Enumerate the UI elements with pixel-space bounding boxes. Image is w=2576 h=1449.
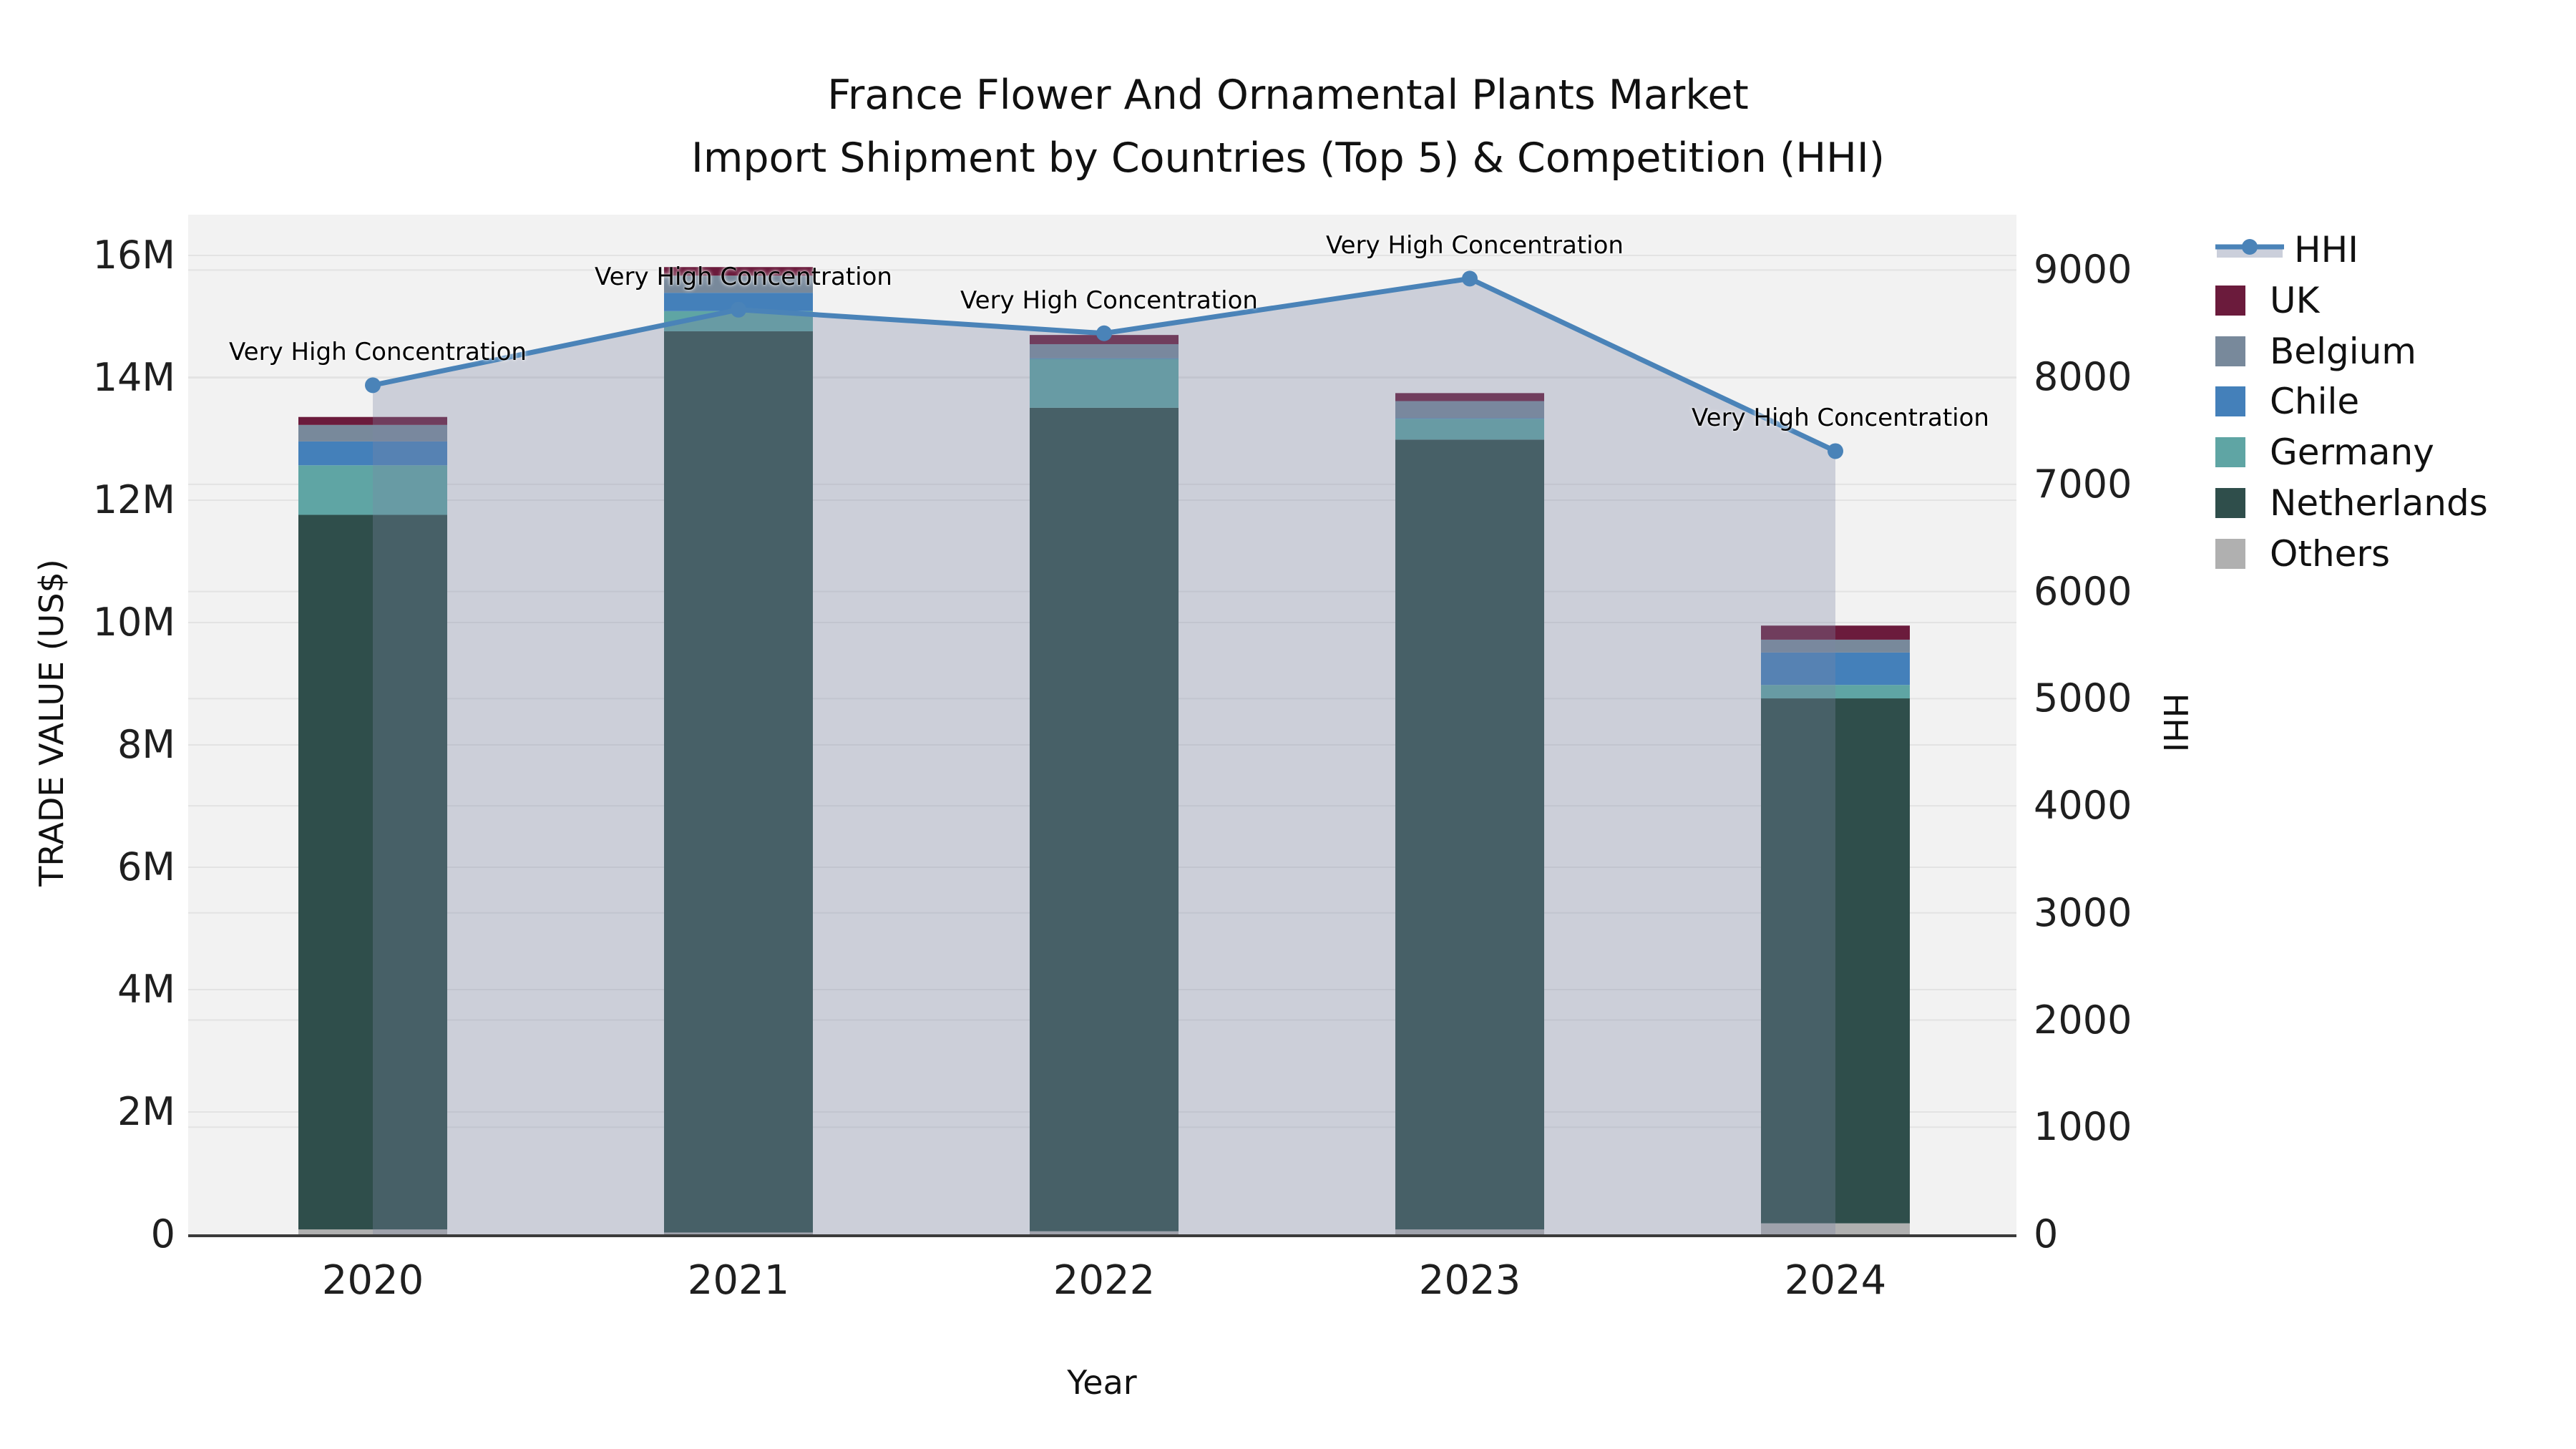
bar-segment-netherlands-2024[interactable] <box>1761 698 1910 1224</box>
x-tick-2020: 2020 <box>321 1257 424 1304</box>
legend-label-netherlands: Netherlands <box>2270 482 2488 524</box>
y-right-tick-4000: 4000 <box>2034 783 2132 829</box>
belgium-swatch-icon <box>2215 336 2245 366</box>
x-tick-2024: 2024 <box>1784 1257 1887 1304</box>
y-left-tick-8M: 8M <box>117 722 175 767</box>
legend-label-germany: Germany <box>2270 431 2434 474</box>
legend-item-uk[interactable]: UK <box>2215 275 2319 326</box>
y-left-tick-4M: 4M <box>117 967 175 1012</box>
hhi-marker-2020[interactable] <box>365 377 381 394</box>
y-right-tick-0: 0 <box>2034 1211 2059 1257</box>
y-left-tick-10M: 10M <box>92 600 175 645</box>
annotation-2022: Very High Concentration <box>960 286 1258 315</box>
hhi-area <box>373 278 1835 1234</box>
legend-label-belgium: Belgium <box>2270 330 2416 372</box>
y-right-tick-6000: 6000 <box>2034 568 2132 614</box>
y-right-tick-1000: 1000 <box>2034 1104 2132 1150</box>
hhi-line-legend-icon <box>2215 235 2287 265</box>
hhi-marker-2023[interactable] <box>1462 270 1478 287</box>
annotation-2021: Very High Concentration <box>595 262 892 291</box>
bar-segment-uk-2023[interactable] <box>1395 393 1544 401</box>
legend-item-hhi[interactable]: HHI <box>2215 225 2358 275</box>
bar-segment-germany-2020[interactable] <box>298 465 447 515</box>
legend-label-hhi: HHI <box>2294 229 2358 270</box>
y-right-tick-5000: 5000 <box>2034 675 2132 721</box>
x-axis-title: Year <box>1067 1363 1137 1402</box>
bar-segment-netherlands-2023[interactable] <box>1395 439 1544 1230</box>
bar-segment-others-2024[interactable] <box>1761 1223 1910 1234</box>
y-left-tick-12M: 12M <box>92 477 175 522</box>
bar-segment-others-2022[interactable] <box>1030 1231 1179 1234</box>
y-right-tick-3000: 3000 <box>2034 889 2132 935</box>
uk-swatch-icon <box>2215 285 2245 316</box>
bar-segment-belgium-2024[interactable] <box>1761 639 1910 653</box>
x-tick-2021: 2021 <box>687 1257 790 1304</box>
legend-label-others: Others <box>2270 532 2391 575</box>
hhi-marker-2021[interactable] <box>731 301 746 318</box>
chart-title-line1: France Flower And Ornamental Plants Mark… <box>827 72 1749 119</box>
bar-segment-netherlands-2022[interactable] <box>1030 407 1179 1231</box>
bar-segment-others-2021[interactable] <box>664 1232 813 1234</box>
bar-segment-germany-2024[interactable] <box>1761 685 1910 699</box>
y-left-tick-2M: 2M <box>117 1089 175 1134</box>
bar-segment-chile-2020[interactable] <box>298 441 447 466</box>
y-right-tick-2000: 2000 <box>2034 997 2132 1043</box>
legend-item-belgium[interactable]: Belgium <box>2215 326 2416 376</box>
bar-segment-netherlands-2020[interactable] <box>298 514 447 1230</box>
chart-title-line2: Import Shipment by Countries (Top 5) & C… <box>691 135 1885 182</box>
legend-label-uk: UK <box>2270 279 2320 321</box>
hhi-marker-2024[interactable] <box>1828 443 1843 459</box>
bar-segment-belgium-2023[interactable] <box>1395 401 1544 419</box>
bar-segment-chile-2023[interactable] <box>1395 418 1544 419</box>
y-right-tick-8000: 8000 <box>2034 354 2132 400</box>
bar-segment-chile-2024[interactable] <box>1761 652 1910 686</box>
legend-item-netherlands[interactable]: Netherlands <box>2215 478 2488 528</box>
legend-item-others[interactable]: Others <box>2215 529 2390 579</box>
x-tick-2022: 2022 <box>1053 1257 1156 1304</box>
bar-segment-germany-2022[interactable] <box>1030 358 1179 408</box>
annotation-2020: Very High Concentration <box>229 338 527 367</box>
y-left-tick-16M: 16M <box>92 233 175 278</box>
y-right-tick-7000: 7000 <box>2034 461 2132 507</box>
y-right-tick-9000: 9000 <box>2034 247 2132 293</box>
legend-item-chile[interactable]: Chile <box>2215 376 2359 426</box>
bar-segment-uk-2024[interactable] <box>1761 625 1910 640</box>
bar-segment-others-2023[interactable] <box>1395 1229 1544 1234</box>
bar-segment-belgium-2020[interactable] <box>298 424 447 441</box>
bar-segment-germany-2023[interactable] <box>1395 419 1544 440</box>
netherlands-swatch-icon <box>2215 488 2245 518</box>
y-right-axis-title: HHI <box>2156 693 2195 753</box>
annotation-2024: Very High Concentration <box>1692 404 1989 433</box>
legend-label-chile: Chile <box>2270 381 2360 423</box>
y-left-tick-14M: 14M <box>92 355 175 400</box>
legend-item-germany[interactable]: Germany <box>2215 427 2434 477</box>
y-left-tick-6M: 6M <box>117 844 175 889</box>
y-left-tick-0: 0 <box>150 1211 175 1257</box>
bar-segment-uk-2020[interactable] <box>298 416 447 425</box>
others-swatch-icon <box>2215 538 2245 569</box>
bar-segment-belgium-2021[interactable] <box>664 275 813 293</box>
bar-segment-others-2020[interactable] <box>298 1229 447 1234</box>
x-tick-2023: 2023 <box>1418 1257 1521 1304</box>
bar-segment-netherlands-2021[interactable] <box>664 331 813 1233</box>
chile-swatch-icon <box>2215 386 2245 417</box>
y-left-axis-title: TRADE VALUE (US$) <box>32 559 71 887</box>
bar-segment-uk-2021[interactable] <box>664 267 813 276</box>
hhi-marker-2022[interactable] <box>1096 325 1112 341</box>
bar-segment-belgium-2022[interactable] <box>1030 343 1179 358</box>
bar-segment-chile-2022[interactable] <box>1030 358 1179 359</box>
germany-swatch-icon <box>2215 437 2245 468</box>
annotation-2023: Very High Concentration <box>1326 231 1624 260</box>
